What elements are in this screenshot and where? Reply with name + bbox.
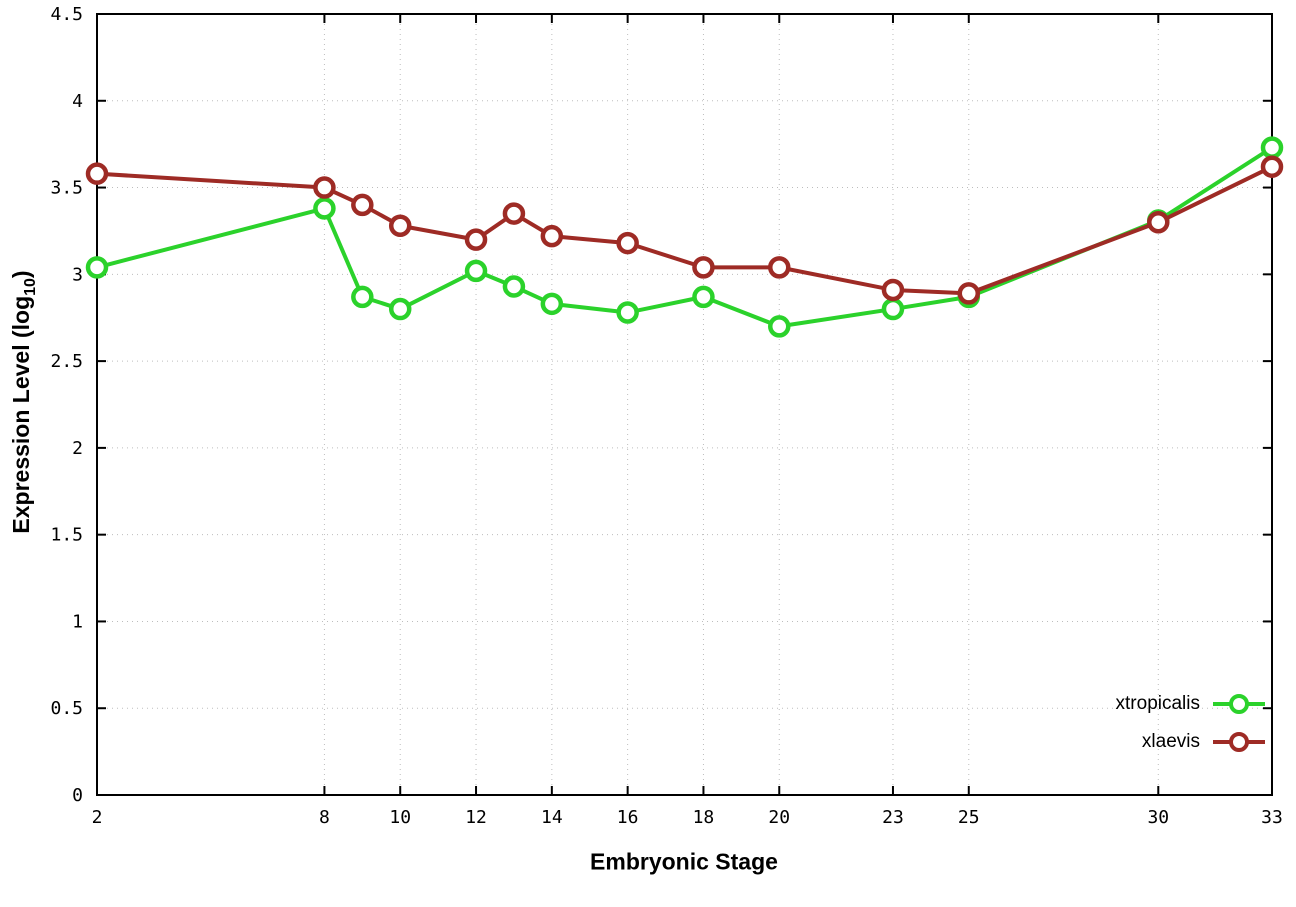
- x-tick-label: 23: [882, 807, 904, 828]
- data-point-xlaevis: [313, 176, 336, 199]
- x-tick-label: 30: [1147, 807, 1169, 828]
- x-tick-label: 14: [541, 807, 563, 828]
- y-axis-title-text: Expression Level (log: [8, 295, 35, 534]
- legend-label-xlaevis: xlaevis: [1141, 731, 1200, 752]
- data-point-xtropicalis: [1260, 136, 1284, 159]
- y-axis-title-suffix: ): [8, 270, 35, 279]
- data-point-xtropicalis: [351, 285, 374, 309]
- data-point-xtropicalis: [85, 256, 109, 279]
- x-tick-label: 8: [319, 807, 330, 828]
- y-tick-label: 2: [72, 438, 83, 459]
- y-tick-label: 0: [72, 785, 83, 806]
- data-point-xtropicalis: [616, 301, 639, 324]
- data-point-xlaevis: [388, 214, 412, 237]
- data-point-xtropicalis: [464, 259, 488, 283]
- data-point-xlaevis: [692, 256, 715, 279]
- legend-item-xlaevis: xlaevis: [1142, 723, 1268, 761]
- y-tick-label: 4: [72, 91, 83, 112]
- x-tick-label: 2: [92, 807, 103, 828]
- data-point-xtropicalis: [502, 275, 526, 298]
- legend-marker-xtropicalis-icon: [1213, 694, 1265, 714]
- data-point-xlaevis: [616, 231, 639, 255]
- y-axis-title: Expression Level (log10): [8, 270, 40, 533]
- data-point-xlaevis: [502, 202, 526, 225]
- x-tick-label: 20: [768, 807, 790, 828]
- y-tick-label: 2.5: [50, 351, 83, 372]
- x-tick-label: 33: [1261, 807, 1283, 828]
- y-axis-title-subscript: 10: [21, 278, 39, 296]
- data-point-xlaevis: [85, 162, 109, 185]
- data-point-xlaevis: [768, 256, 791, 279]
- data-point-xtropicalis: [692, 285, 715, 309]
- data-point-xtropicalis: [313, 197, 336, 220]
- data-point-xlaevis: [464, 228, 488, 251]
- data-point-xlaevis: [881, 278, 905, 302]
- y-tick-label: 3.5: [50, 178, 83, 199]
- legend: xtropicalis xlaevis: [1116, 685, 1268, 761]
- legend-item-xtropicalis: xtropicalis: [1116, 685, 1268, 723]
- x-tick-label: 10: [389, 807, 411, 828]
- y-tick-label: 0.5: [50, 698, 83, 719]
- data-point-xlaevis: [540, 224, 564, 248]
- plot-border: [96, 13, 1273, 796]
- x-tick-label: 18: [693, 807, 715, 828]
- data-point-xtropicalis: [768, 315, 791, 338]
- y-tick-label: 3: [72, 264, 83, 285]
- data-point-xlaevis: [957, 282, 981, 305]
- data-point-xtropicalis: [881, 297, 905, 321]
- x-tick-label: 25: [958, 807, 980, 828]
- data-point-xlaevis: [1147, 211, 1170, 234]
- data-point-xtropicalis: [388, 297, 412, 321]
- y-tick-label: 4.5: [50, 4, 83, 25]
- data-point-xlaevis: [1260, 155, 1284, 178]
- y-tick-label: 1.5: [50, 525, 83, 546]
- x-axis-title: Embryonic Stage: [590, 848, 778, 875]
- y-tick-label: 1: [72, 611, 83, 632]
- x-tick-label: 16: [617, 807, 639, 828]
- data-point-xlaevis: [351, 193, 374, 217]
- data-point-xtropicalis: [540, 292, 564, 316]
- x-tick-label: 12: [465, 807, 487, 828]
- legend-marker-xlaevis-icon: [1213, 732, 1265, 752]
- legend-label-xtropicalis: xtropicalis: [1115, 693, 1200, 714]
